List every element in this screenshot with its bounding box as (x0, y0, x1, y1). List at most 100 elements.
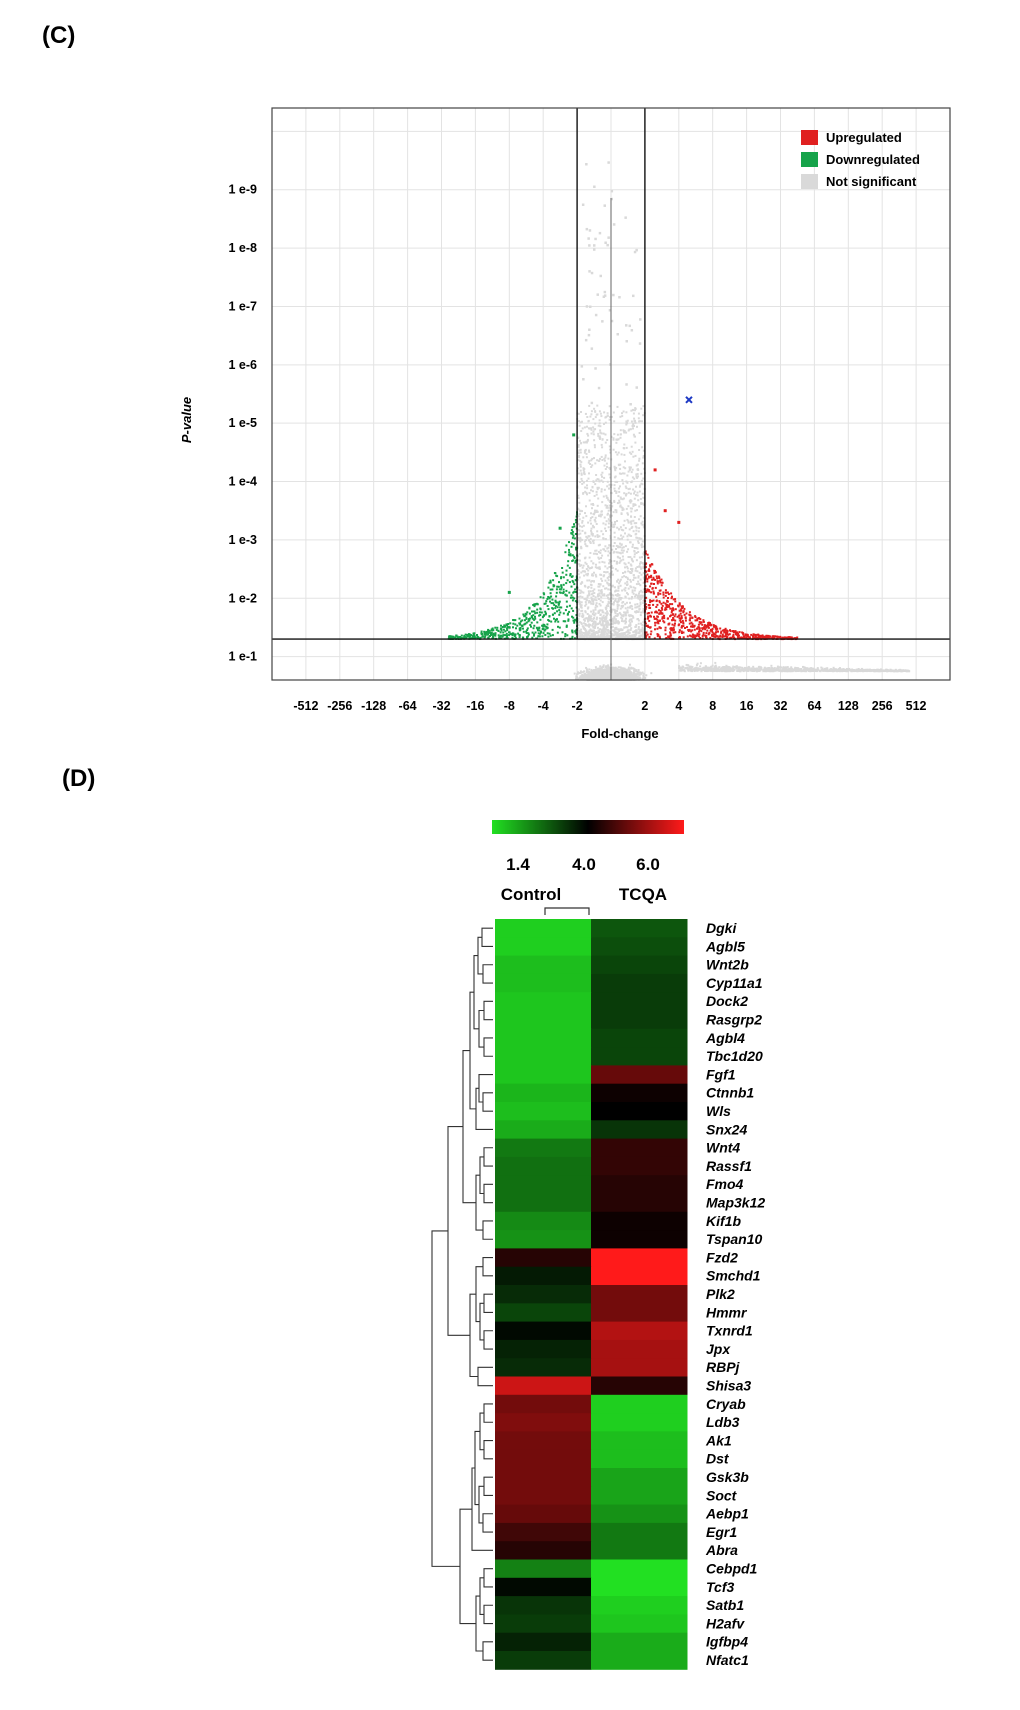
scatter-point (629, 528, 631, 530)
scatter-point (789, 668, 791, 670)
scatter-point (587, 608, 589, 610)
scatter-point (626, 671, 628, 673)
scatter-point (593, 669, 595, 671)
scatter-point (631, 677, 633, 679)
scatter-point (624, 460, 626, 462)
scatter-point (597, 627, 599, 629)
scatter-point (619, 543, 621, 545)
scatter-point (608, 669, 610, 671)
scatter-point (585, 635, 587, 637)
scatter-point (618, 587, 620, 589)
scatter-point (623, 627, 625, 629)
scatter-point (638, 530, 640, 532)
scatter-point (588, 405, 590, 407)
scatter-point (642, 602, 644, 604)
scatter-point (606, 466, 608, 468)
scatter-point (731, 668, 733, 670)
scatter-point (594, 423, 596, 425)
scatter-point (632, 456, 634, 458)
scatter-point (849, 669, 851, 671)
scatter-point (617, 579, 619, 581)
scatter-point (626, 675, 628, 677)
scatter-point (621, 549, 623, 551)
scatter-point (587, 570, 589, 572)
scatter-point (604, 528, 606, 530)
scatter-point (822, 669, 824, 671)
scatter-point (635, 626, 637, 628)
scatter-point (592, 540, 594, 542)
scatter-point (617, 606, 619, 608)
scatter-point (603, 477, 605, 479)
scatter-point (581, 623, 583, 625)
scatter-point (579, 553, 581, 555)
scatter-point (591, 593, 593, 595)
scatter-point (574, 673, 576, 675)
scatter-point (787, 666, 789, 668)
scatter-point (617, 502, 619, 504)
scatter-point (605, 669, 607, 671)
scatter-point (582, 625, 584, 627)
scatter-point (586, 617, 588, 619)
scatter-point (630, 453, 632, 455)
scatter-point (621, 543, 623, 545)
scatter-point (600, 415, 602, 417)
scatter-point (833, 668, 835, 670)
scatter-point (636, 476, 638, 478)
scatter-point (717, 667, 719, 669)
scatter-point (614, 488, 616, 490)
scatter-point (612, 526, 614, 528)
scatter-point (605, 666, 607, 668)
scatter-point (585, 413, 587, 415)
scatter-point (618, 500, 620, 502)
scatter-point (686, 667, 688, 669)
scatter-point (624, 590, 626, 592)
scatter-point (623, 550, 625, 552)
scatter-point (620, 473, 622, 475)
scatter-point (634, 442, 636, 444)
scatter-point (595, 564, 597, 566)
scatter-point (627, 505, 629, 507)
scatter-point (582, 530, 584, 532)
scatter-point (636, 583, 638, 585)
scatter-point (582, 493, 584, 495)
scatter-point (613, 545, 615, 547)
scatter-point (579, 481, 581, 483)
scatter-point (617, 495, 619, 497)
scatter-point (588, 594, 590, 596)
scatter-point (794, 667, 796, 669)
scatter-point (581, 510, 583, 512)
scatter-point (601, 592, 603, 594)
scatter-point (584, 532, 586, 534)
scatter-point (744, 668, 746, 670)
scatter-point (630, 619, 632, 621)
scatter-point (617, 552, 619, 554)
scatter-point (699, 665, 701, 667)
scatter-point (642, 627, 644, 629)
scatter-point (751, 668, 753, 670)
scatter-point (621, 412, 623, 414)
scatter-point (736, 670, 738, 672)
scatter-point (601, 561, 603, 563)
scatter-point (634, 516, 636, 518)
scatter-point (604, 417, 606, 419)
scatter-point (582, 456, 584, 458)
scatter-point (629, 541, 631, 543)
scatter-point (586, 670, 588, 672)
scatter-point (605, 530, 607, 532)
scatter-point (600, 511, 602, 513)
scatter-point (641, 574, 643, 576)
scatter-point (628, 671, 630, 673)
scatter-point (890, 669, 892, 671)
scatter-point (847, 670, 849, 672)
scatter-point (592, 426, 594, 428)
scatter-point (592, 609, 594, 611)
scatter-point (632, 589, 634, 591)
scatter-point (605, 442, 607, 444)
scatter-point (625, 527, 627, 529)
scatter-point (601, 444, 603, 446)
scatter-point (634, 590, 636, 592)
scatter-point (601, 488, 603, 490)
scatter-point (605, 495, 607, 497)
scatter-point (597, 435, 599, 437)
